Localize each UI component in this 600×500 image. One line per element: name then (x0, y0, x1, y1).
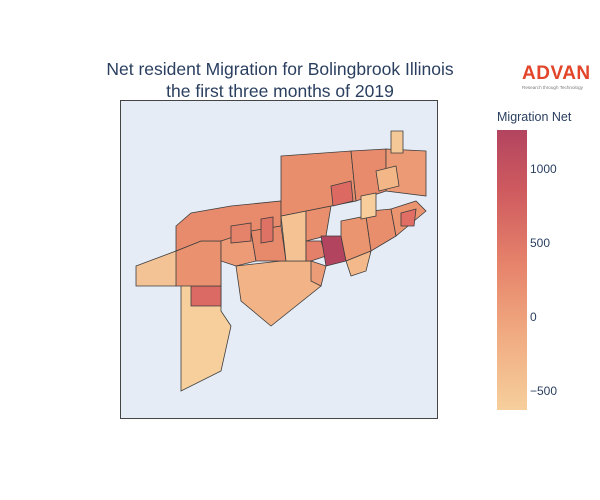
map-region[interactable] (190, 285, 222, 307)
map-region[interactable] (230, 222, 252, 244)
map-region[interactable] (360, 192, 377, 220)
map-region[interactable] (330, 180, 354, 207)
advan-logo: ADVAN Research through Technology (522, 64, 594, 91)
logo-tagline: Research through Technology (522, 85, 583, 90)
map-region[interactable] (400, 208, 417, 227)
logo-wordmark: ADVAN (522, 63, 591, 84)
map-region[interactable] (135, 250, 182, 287)
map-region[interactable] (345, 250, 372, 277)
colorbar-tick-label: 500 (530, 236, 551, 250)
colorbar-tick-label: −500 (530, 384, 558, 398)
chart-title-line-1: Net resident Migration for Bolingbrook I… (106, 59, 454, 79)
colorbar-tick-label: 0 (530, 310, 537, 324)
map-region[interactable] (235, 260, 322, 327)
choropleth-map[interactable] (121, 101, 439, 420)
map-region[interactable] (310, 260, 327, 287)
chart-title: Net resident Migration for Bolingbrook I… (60, 58, 500, 102)
chart-title-line-2: the first three months of 2019 (166, 81, 394, 101)
map-region[interactable] (260, 216, 274, 244)
colorbar-gradient (497, 130, 527, 410)
map-region[interactable] (390, 130, 404, 154)
map-region[interactable] (375, 165, 400, 192)
colorbar-tick-label: 1000 (530, 162, 557, 176)
colorbar-title: Migration Net (497, 110, 572, 124)
map-plot-area[interactable] (120, 100, 438, 419)
map-region[interactable] (305, 240, 327, 262)
